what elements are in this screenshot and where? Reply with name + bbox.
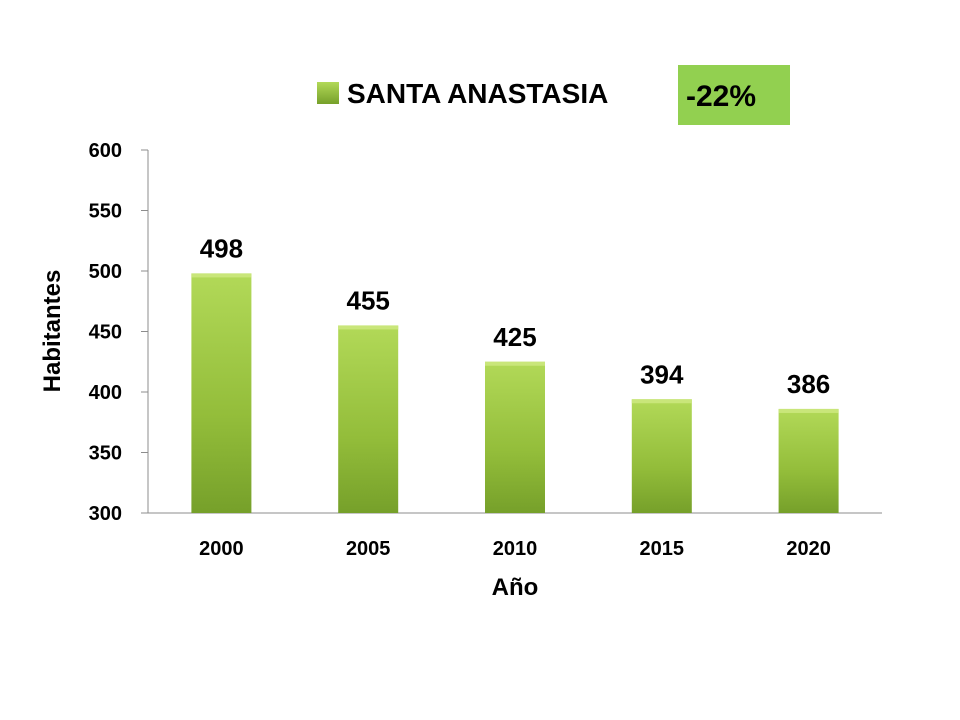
y-tick-label: 350 bbox=[89, 443, 122, 465]
bar bbox=[338, 325, 399, 513]
y-tick-label: 300 bbox=[89, 503, 122, 525]
bar bbox=[778, 408, 839, 513]
bar bbox=[191, 273, 252, 513]
badge-background bbox=[678, 65, 790, 125]
legend: SANTA ANASTASIA bbox=[317, 78, 608, 109]
x-tick-label: 2005 bbox=[346, 538, 391, 560]
bar-top-highlight bbox=[485, 361, 545, 366]
x-tick-label: 2020 bbox=[786, 538, 831, 560]
legend-label: SANTA ANASTASIA bbox=[347, 78, 608, 109]
x-tick-label: 2000 bbox=[199, 538, 244, 560]
y-tick-label: 450 bbox=[89, 322, 122, 344]
bar-top-highlight bbox=[338, 325, 399, 330]
x-tick-label: 2010 bbox=[493, 538, 538, 560]
y-axis-ticks: 300 350 400 450 500 550 600 bbox=[89, 140, 148, 525]
y-tick-label: 600 bbox=[89, 140, 122, 162]
legend-swatch bbox=[317, 82, 339, 104]
bar-top-highlight bbox=[191, 273, 252, 278]
data-label: 394 bbox=[640, 359, 684, 389]
data-label: 425 bbox=[493, 322, 536, 352]
bar bbox=[631, 399, 692, 513]
percent-change-badge: -22% bbox=[678, 65, 790, 125]
bars bbox=[191, 273, 839, 513]
x-axis-title: Año bbox=[492, 574, 539, 601]
badge-text: -22% bbox=[686, 80, 756, 113]
x-axis-ticks: 2000 2005 2010 2015 2020 bbox=[199, 538, 831, 560]
y-tick-label: 550 bbox=[89, 201, 122, 223]
bar-top-highlight bbox=[631, 399, 692, 404]
bar-top-highlight bbox=[778, 408, 839, 413]
x-tick-label: 2015 bbox=[640, 538, 685, 560]
y-tick-label: 500 bbox=[89, 261, 122, 283]
data-labels: 498 455 425 394 386 bbox=[200, 233, 831, 399]
y-axis-title: Habitantes bbox=[39, 270, 66, 393]
y-tick-label: 400 bbox=[89, 382, 122, 404]
data-label: 498 bbox=[200, 233, 243, 263]
data-label: 386 bbox=[787, 369, 830, 399]
bar bbox=[485, 361, 545, 513]
data-label: 455 bbox=[347, 285, 390, 315]
